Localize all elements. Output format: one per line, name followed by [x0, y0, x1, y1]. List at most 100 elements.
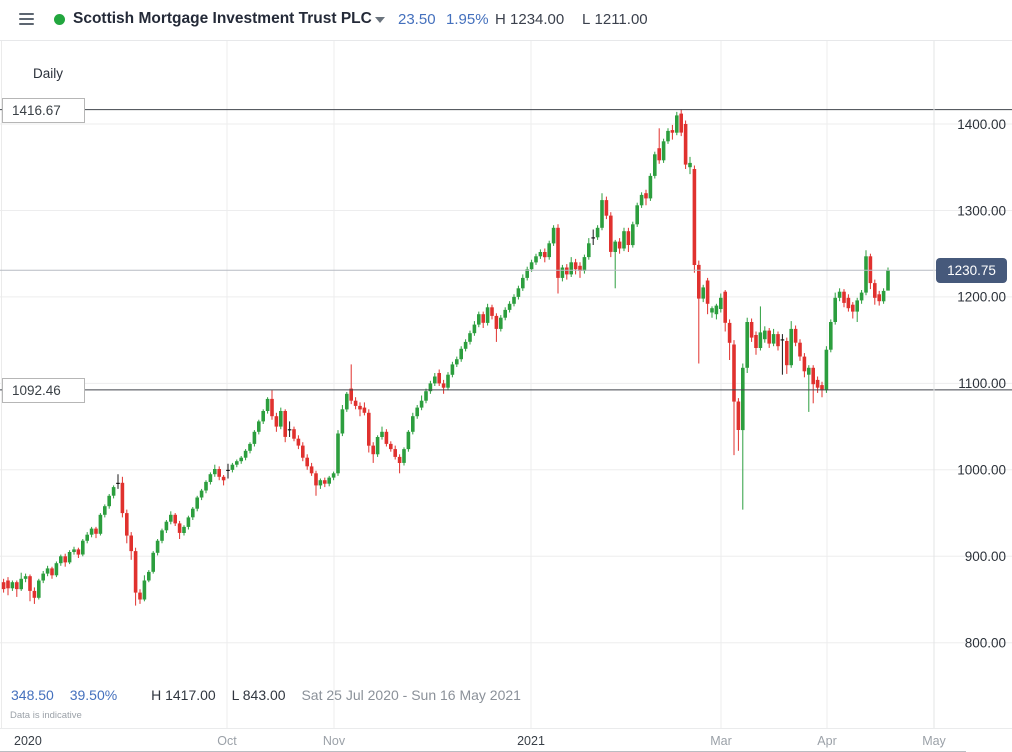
candle [195, 495, 199, 512]
candle [776, 331, 780, 351]
candle [886, 267, 890, 291]
candle [648, 173, 653, 201]
candle [705, 277, 710, 315]
candle [133, 547, 138, 606]
candle [81, 539, 85, 557]
time-axis-label: Nov [322, 734, 346, 748]
date-range: Sat 25 Jul 2020 - Sun 16 May 2021 [301, 687, 521, 703]
candle [688, 156, 692, 175]
candle [653, 151, 657, 179]
candle [437, 369, 441, 386]
candle [631, 221, 635, 248]
candle [600, 193, 604, 231]
candle [353, 397, 358, 410]
candle [851, 302, 855, 319]
level-label-high: 1416.67 [2, 98, 85, 123]
candle [512, 294, 516, 307]
candle [758, 306, 763, 351]
candle [226, 463, 230, 479]
candle [494, 313, 499, 342]
candle [292, 426, 296, 442]
range-change-value: 348.50 [11, 687, 54, 703]
candle [248, 442, 252, 454]
candle [103, 504, 107, 518]
candle [639, 192, 644, 208]
candle [785, 337, 789, 374]
candle [230, 462, 235, 473]
candle [657, 128, 661, 164]
candle [85, 532, 89, 544]
candle [679, 109, 683, 137]
candle [802, 353, 807, 378]
candle [859, 290, 864, 304]
candle [529, 259, 534, 272]
candle [204, 480, 208, 494]
current-price-badge: 1230.75 [936, 258, 1007, 283]
candle [125, 509, 129, 544]
instrument-title[interactable]: Scottish Mortgage Investment Trust PLC [73, 10, 372, 27]
header-session-high: H 1234.00 [495, 11, 565, 28]
candle [380, 426, 384, 440]
candle [199, 488, 204, 501]
candle [789, 321, 793, 368]
candle [455, 356, 459, 367]
candle [98, 513, 103, 536]
candle [305, 454, 309, 470]
candle [525, 266, 529, 281]
candle [384, 429, 389, 447]
candle [327, 475, 331, 487]
menu-icon[interactable] [19, 13, 34, 25]
candle [556, 224, 560, 294]
header-change-pct: 1.95% [446, 11, 489, 28]
candle [261, 409, 265, 424]
market-open-dot-icon [54, 14, 65, 25]
chevron-down-icon[interactable] [375, 17, 385, 23]
candle [811, 365, 815, 404]
candle [670, 124, 675, 140]
candle [644, 189, 648, 206]
candle [309, 462, 314, 476]
candle [257, 419, 261, 435]
candle [635, 202, 639, 227]
candle [798, 339, 802, 361]
candle [406, 430, 411, 452]
candle [142, 575, 147, 602]
candle [419, 395, 424, 411]
candle [543, 248, 547, 263]
header-bar: Scottish Mortgage Investment Trust PLC 2… [0, 0, 1012, 41]
candle [107, 494, 111, 509]
candle [336, 430, 340, 476]
candle [402, 447, 406, 466]
candle [270, 390, 274, 420]
candle [301, 442, 305, 462]
candle [340, 405, 345, 437]
candle [842, 289, 846, 308]
candle [76, 547, 81, 558]
candle [10, 580, 15, 591]
time-axis-label: Apr [817, 734, 837, 748]
candle [331, 471, 336, 481]
candle [807, 365, 811, 412]
candle [296, 435, 301, 450]
candle [252, 430, 257, 447]
candle [287, 421, 292, 437]
candle [837, 288, 842, 302]
time-axis[interactable]: 2020 Oct Nov 2021 Mar Apr May [0, 728, 1012, 752]
candle [54, 561, 59, 578]
candle [736, 398, 741, 451]
candle [507, 301, 512, 313]
candle [358, 402, 362, 417]
range-high: H 1417.00 [151, 687, 216, 703]
candle [345, 392, 349, 412]
header-change-value: 23.50 [398, 11, 436, 28]
candle [72, 546, 76, 555]
candle [745, 317, 749, 373]
candle [283, 409, 287, 443]
candle [719, 293, 723, 313]
candle [626, 227, 631, 252]
candle [186, 515, 191, 530]
candle [477, 311, 481, 328]
candle [824, 346, 829, 393]
candle [411, 412, 415, 435]
